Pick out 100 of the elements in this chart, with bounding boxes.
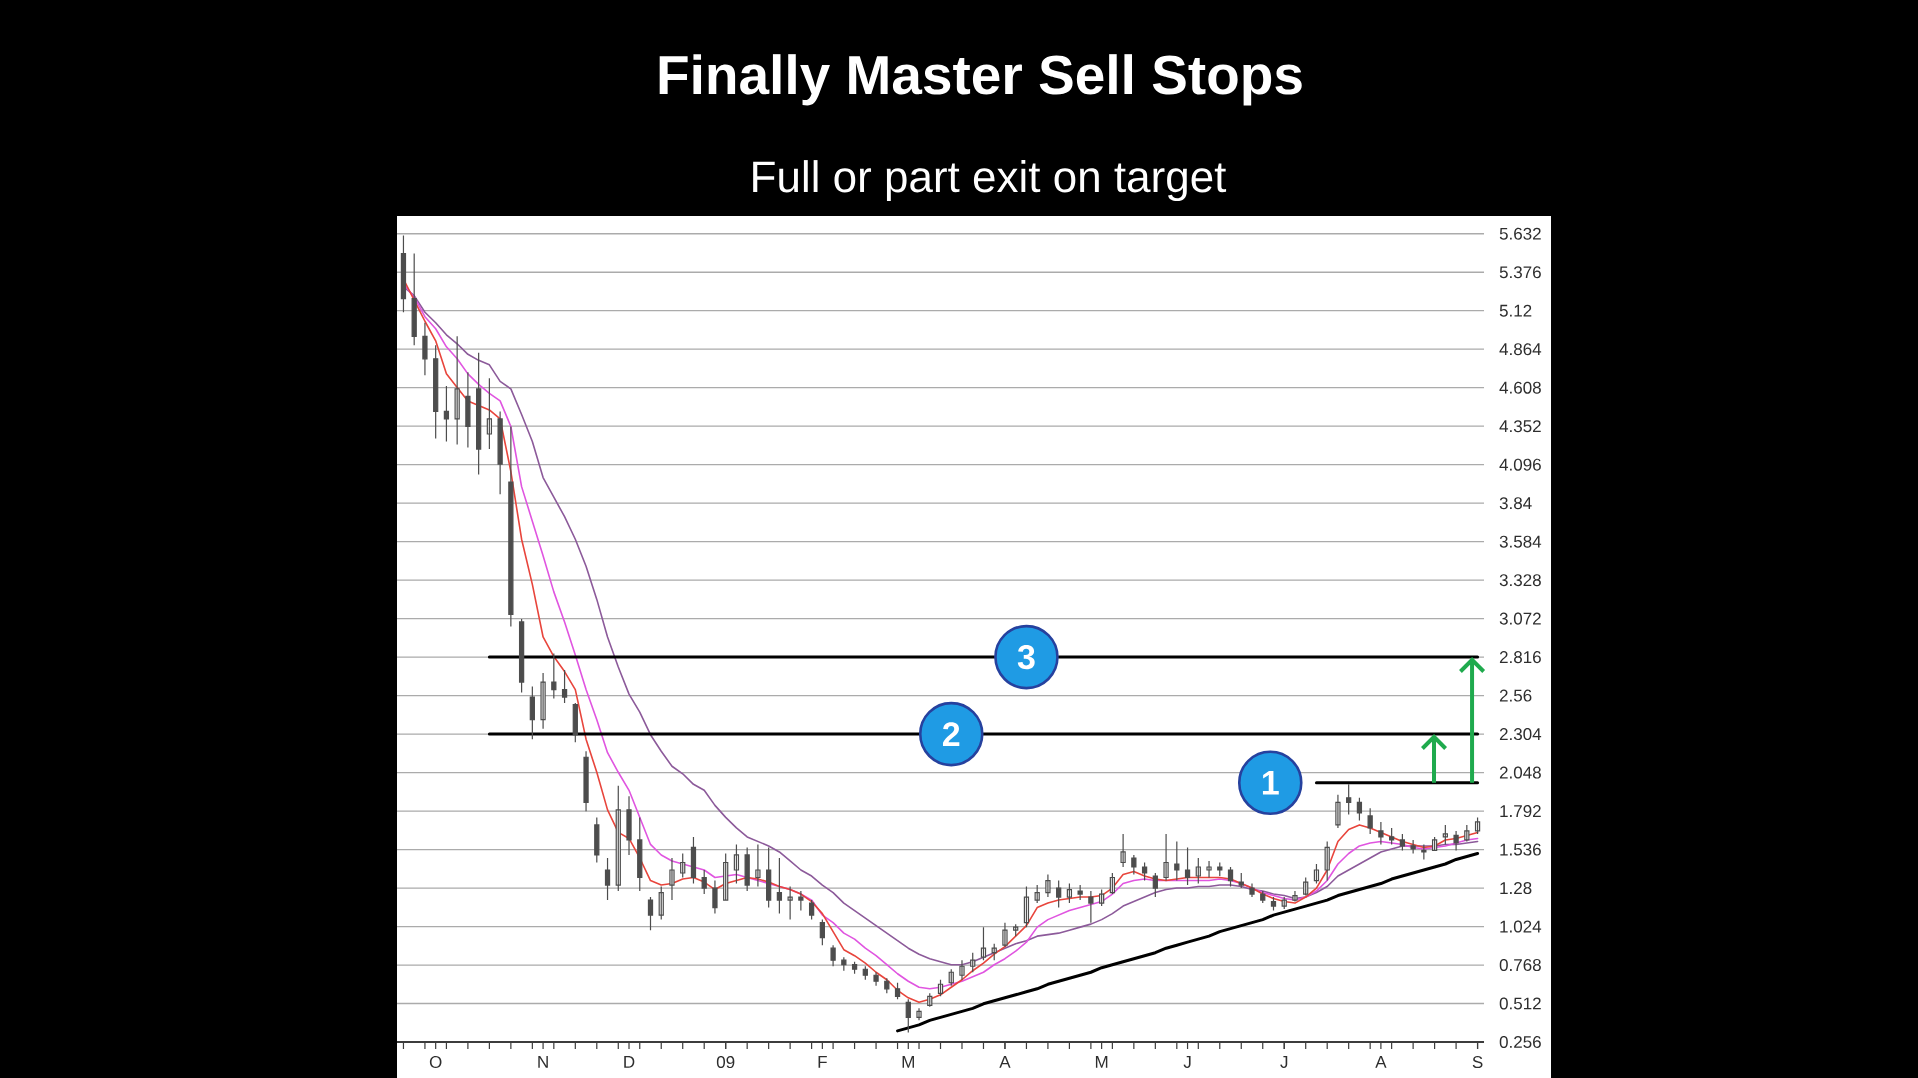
candlestick xyxy=(1399,833,1406,852)
x-tick-label: 09 xyxy=(716,1056,735,1069)
y-tick-label: 4.864 xyxy=(1499,343,1542,356)
x-tick-label: J xyxy=(1183,1056,1191,1068)
candlestick xyxy=(798,890,804,912)
candlestick xyxy=(1152,872,1158,898)
candlestick xyxy=(1281,896,1287,910)
candlestick xyxy=(1066,882,1073,904)
candlestick xyxy=(1442,824,1448,846)
annotation: 3 xyxy=(1017,645,1035,670)
candlestick xyxy=(841,956,847,972)
candlestick xyxy=(1088,890,1094,924)
line-series xyxy=(896,851,1480,1033)
y-tick-label: 3.072 xyxy=(1499,612,1541,625)
y-tick-label: 1.28 xyxy=(1500,882,1532,895)
candlestick xyxy=(443,385,450,443)
candlestick xyxy=(1378,821,1384,846)
candlestick xyxy=(540,672,546,730)
x-tick-label: D xyxy=(624,1056,635,1068)
candlestick xyxy=(1335,794,1341,829)
candlestick xyxy=(733,843,740,885)
y-tick-label: 5.376 xyxy=(1499,266,1541,279)
y-tick-label: 4.096 xyxy=(1499,458,1541,471)
candlestick xyxy=(894,982,901,1000)
y-tick-label: 3.84 xyxy=(1499,497,1532,510)
candlestick xyxy=(626,795,632,856)
candlestick xyxy=(1249,882,1255,898)
candlestick xyxy=(701,869,707,895)
x-tick-label: M xyxy=(1095,1056,1108,1068)
candlestick xyxy=(637,816,643,892)
candlestick xyxy=(583,750,589,812)
candlestick xyxy=(1013,923,1019,937)
candlestick xyxy=(1184,846,1191,886)
annotation: 1 xyxy=(1262,771,1279,795)
candlestick xyxy=(1270,896,1277,912)
candlestick xyxy=(1313,863,1320,885)
chart-title: Finally Master Sell Stops xyxy=(659,54,1302,106)
candlestick xyxy=(422,322,428,376)
candlestick xyxy=(937,979,944,997)
candlestick xyxy=(1367,807,1373,835)
candlestick xyxy=(1056,879,1062,909)
x-tick-label: A xyxy=(1375,1056,1387,1068)
candlestick xyxy=(1227,866,1234,888)
candlestick xyxy=(1324,840,1330,882)
candlestick xyxy=(561,669,568,704)
candlestick xyxy=(776,857,783,915)
candlestick xyxy=(604,857,611,901)
candlestick xyxy=(1356,797,1363,821)
candlestick xyxy=(830,944,836,967)
y-tick-label: 2.816 xyxy=(1499,651,1541,664)
candlestick xyxy=(1474,816,1481,835)
candlestick xyxy=(411,252,417,346)
y-tick-label: 4.352 xyxy=(1499,420,1541,433)
candlestick xyxy=(1131,854,1137,876)
candlestick xyxy=(1389,827,1395,846)
candlestick xyxy=(433,344,439,440)
chart-subtitle: Full or part exit on target xyxy=(753,160,1227,202)
annotation: 2 xyxy=(942,722,960,746)
candlestick xyxy=(1303,876,1309,897)
candlestick xyxy=(1292,890,1298,903)
candlestick xyxy=(465,371,471,449)
candlestick xyxy=(1238,872,1244,889)
candlestick xyxy=(766,846,772,909)
candlestick xyxy=(787,885,793,921)
candlestick xyxy=(476,352,482,476)
candlestick xyxy=(400,234,407,313)
candlestick xyxy=(744,846,750,892)
candlestick xyxy=(712,879,718,915)
candlestick xyxy=(755,843,761,888)
x-tick-label: O xyxy=(429,1056,442,1069)
y-tick-label: 4.608 xyxy=(1499,381,1541,394)
candlestick xyxy=(1431,836,1438,852)
candlestick xyxy=(1120,833,1126,868)
candlestick xyxy=(1421,843,1427,861)
y-tick-label: 3.328 xyxy=(1499,574,1541,587)
y-tick-label: 2.56 xyxy=(1499,689,1532,702)
candlestick xyxy=(669,857,675,901)
candlestick xyxy=(1045,873,1051,898)
candlestick xyxy=(959,959,965,981)
candlestick xyxy=(594,816,600,864)
y-tick-label: 0.768 xyxy=(1499,959,1541,972)
candlestick xyxy=(1464,824,1470,843)
y-tick-label: 1.024 xyxy=(1500,920,1542,933)
y-tick-label: 3.584 xyxy=(1499,535,1542,548)
candlestick xyxy=(873,971,879,987)
candlestick xyxy=(1002,922,1008,948)
y-tick-label: 2.048 xyxy=(1499,766,1541,779)
y-tick-label: 1.536 xyxy=(1500,843,1541,856)
candlestick xyxy=(905,998,911,1033)
candlestick xyxy=(1206,860,1212,879)
candlestick xyxy=(1077,884,1083,901)
y-tick-label: 5.632 xyxy=(1499,227,1541,240)
x-tick-label: N xyxy=(538,1056,548,1068)
x-tick-label: S xyxy=(1472,1056,1483,1069)
x-tick-label: A xyxy=(999,1056,1011,1068)
candlestick xyxy=(1410,839,1416,855)
candlestick xyxy=(1346,783,1352,815)
candlestick xyxy=(980,926,987,961)
candlestick xyxy=(486,377,493,450)
y-tick-label: 5.12 xyxy=(1499,304,1532,317)
